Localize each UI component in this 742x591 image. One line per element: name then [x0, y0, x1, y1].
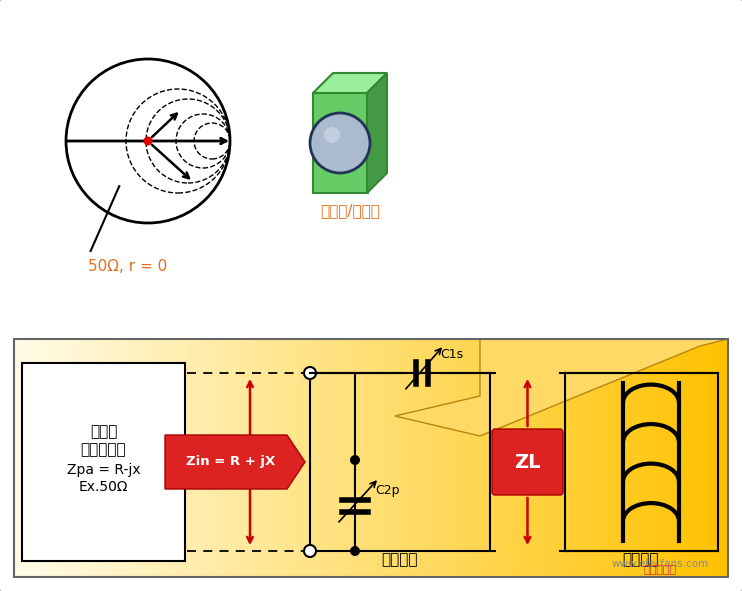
Text: 阅读器/记录器: 阅读器/记录器 — [320, 203, 380, 218]
Bar — [313, 93, 368, 193]
Text: 天线线圈: 天线线圈 — [623, 552, 659, 567]
Circle shape — [331, 134, 349, 152]
Circle shape — [318, 121, 363, 165]
Circle shape — [66, 59, 230, 223]
Text: C2p: C2p — [375, 484, 399, 497]
Text: 匹配电路: 匹配电路 — [381, 552, 418, 567]
Circle shape — [324, 127, 340, 143]
Text: Zin = R + jX: Zin = R + jX — [186, 456, 275, 469]
Text: 电子发烧友: 电子发烧友 — [643, 565, 677, 575]
Circle shape — [314, 116, 367, 170]
Circle shape — [324, 126, 356, 160]
Polygon shape — [313, 73, 387, 93]
Bar — [14, 339, 728, 577]
Text: ZL: ZL — [514, 453, 541, 472]
Text: C1s: C1s — [440, 348, 463, 361]
FancyBboxPatch shape — [492, 429, 563, 495]
Circle shape — [350, 546, 360, 556]
Polygon shape — [395, 339, 728, 436]
Bar — [22, 363, 185, 561]
Bar — [14, 14, 728, 351]
Text: 50Ω, r = 0: 50Ω, r = 0 — [88, 259, 168, 274]
Polygon shape — [367, 73, 387, 193]
Circle shape — [350, 455, 360, 465]
Circle shape — [143, 137, 153, 145]
Text: www.elecfans.com: www.elecfans.com — [611, 559, 709, 569]
Text: 阅读器: 阅读器 — [90, 424, 117, 440]
Polygon shape — [165, 435, 305, 489]
Text: 功率放大器: 功率放大器 — [81, 443, 126, 457]
Text: Ex.50Ω: Ex.50Ω — [79, 480, 128, 494]
Circle shape — [304, 367, 316, 379]
Text: Zpa = R-jx: Zpa = R-jx — [67, 463, 140, 477]
Circle shape — [304, 545, 316, 557]
Circle shape — [310, 113, 370, 173]
